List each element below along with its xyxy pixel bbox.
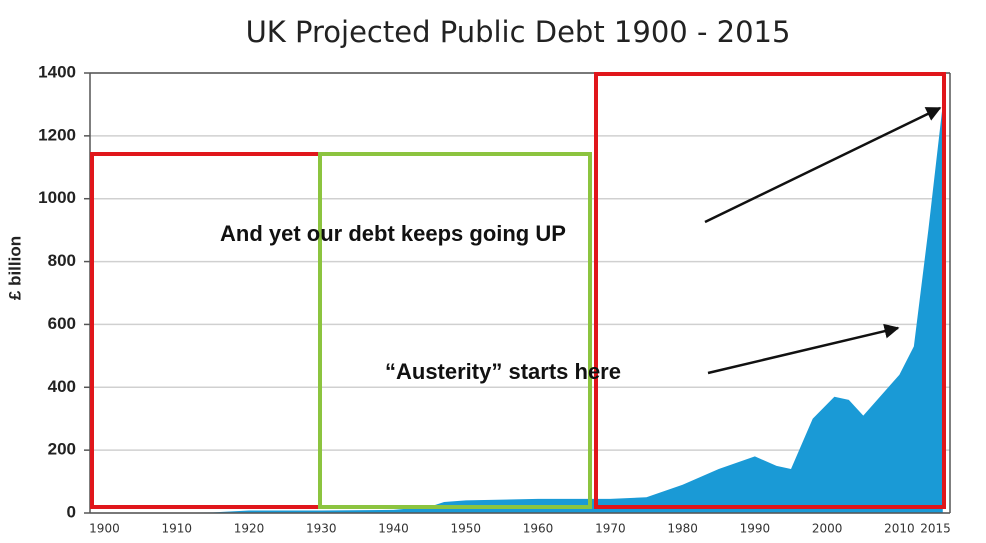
x-tick-label: 1940 <box>378 522 409 536</box>
y-tick-label: 1000 <box>38 188 76 207</box>
y-tick-label: 800 <box>48 251 76 270</box>
x-tick-label: 1960 <box>523 522 554 536</box>
arrow <box>704 106 942 224</box>
highlight-box <box>594 72 946 509</box>
x-tick-label: 2010 <box>884 522 915 536</box>
y-tick-label: 1200 <box>38 125 76 144</box>
x-tick-label: 1980 <box>667 522 698 536</box>
x-tick-label: 1930 <box>306 522 337 536</box>
y-tick-label: 200 <box>48 440 76 459</box>
x-tick-label: 1950 <box>451 522 482 536</box>
x-tick-label: 2015 <box>920 522 951 536</box>
y-tick-label: 400 <box>48 377 76 396</box>
highlight-box <box>90 152 322 509</box>
y-tick-label: 1400 <box>38 62 76 81</box>
y-axis-label: £ billion <box>5 236 24 300</box>
x-tick-label: 1900 <box>89 522 120 536</box>
x-tick-label: 1920 <box>234 522 265 536</box>
area <box>104 104 943 513</box>
y-tick-label: 0 <box>67 502 76 521</box>
highlight-box <box>318 152 592 509</box>
arrow <box>707 323 900 375</box>
x-tick-label: 1990 <box>740 522 771 536</box>
x-tick-label: 2000 <box>812 522 843 536</box>
x-tick-label: 1910 <box>161 522 192 536</box>
plot-area: 0 200 400 600 800 1000 1200 1400 1900 1910 1920 193… <box>38 62 951 535</box>
annotation: And yet our debt keeps going UP <box>220 221 566 246</box>
annotation: “Austerity” starts here <box>385 359 621 384</box>
x-tick-label: 1970 <box>595 522 626 536</box>
y-tick-label: 600 <box>48 314 76 333</box>
chart-title: UK Projected Public Debt 1900 - 2015 <box>246 15 791 49</box>
